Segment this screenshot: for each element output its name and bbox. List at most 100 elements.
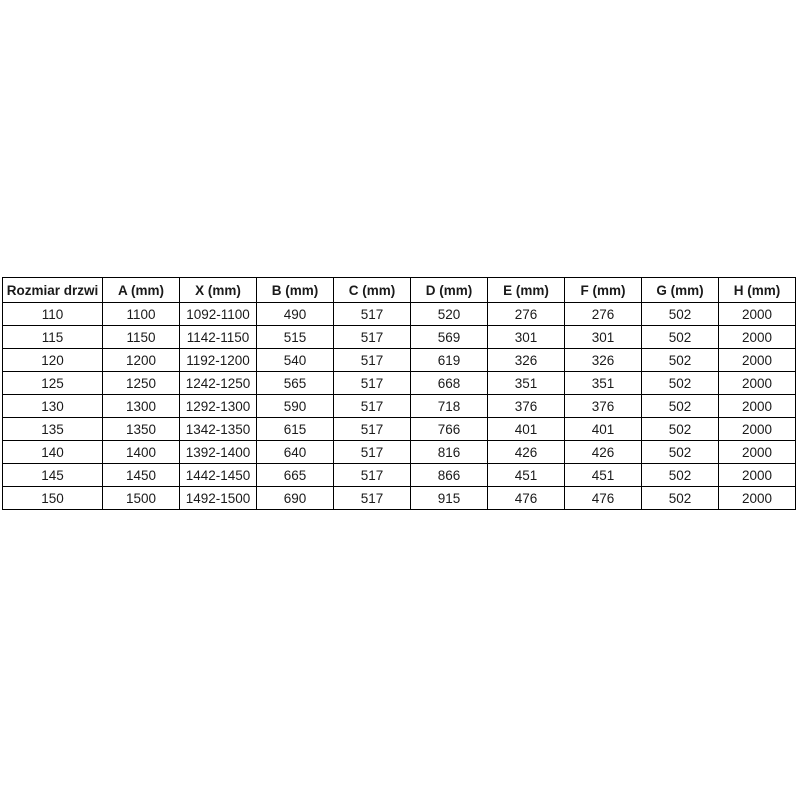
table-cell: 502 xyxy=(641,440,719,464)
table-cell: 110 xyxy=(2,302,103,326)
table-cell: 1442-1450 xyxy=(179,463,257,487)
column-header-f: F (mm) xyxy=(564,277,642,303)
table-cell: 540 xyxy=(256,348,334,372)
column-header-d: D (mm) xyxy=(410,277,488,303)
table-row: 135 1350 1342-1350 615 517 766 401 401 5… xyxy=(2,417,796,441)
table-row: 145 1450 1442-1450 665 517 866 451 451 5… xyxy=(2,463,796,487)
table-cell: 2000 xyxy=(718,440,796,464)
table-cell: 502 xyxy=(641,417,719,441)
table-cell: 2000 xyxy=(718,302,796,326)
table-cell: 866 xyxy=(410,463,488,487)
table-cell: 502 xyxy=(641,486,719,510)
table-cell: 619 xyxy=(410,348,488,372)
table-cell: 1350 xyxy=(102,417,180,441)
table-cell: 1142-1150 xyxy=(179,325,257,349)
table-cell: 451 xyxy=(564,463,642,487)
table-cell: 1400 xyxy=(102,440,180,464)
table-cell: 1292-1300 xyxy=(179,394,257,418)
table-cell: 2000 xyxy=(718,394,796,418)
table-cell: 401 xyxy=(564,417,642,441)
column-header-g: G (mm) xyxy=(641,277,719,303)
table-cell: 1250 xyxy=(102,371,180,395)
table-cell: 125 xyxy=(2,371,103,395)
table-cell: 816 xyxy=(410,440,488,464)
table-cell: 1450 xyxy=(102,463,180,487)
table-cell: 2000 xyxy=(718,371,796,395)
table-cell: 517 xyxy=(333,325,411,349)
table-cell: 517 xyxy=(333,371,411,395)
table-cell: 426 xyxy=(564,440,642,464)
table-row: 115 1150 1142-1150 515 517 569 301 301 5… xyxy=(2,325,796,349)
column-header-x: X (mm) xyxy=(179,277,257,303)
table-cell: 376 xyxy=(564,394,642,418)
door-dimensions-table: Rozmiar drzwi A (mm) X (mm) B (mm) C (mm… xyxy=(2,277,796,510)
table-cell: 517 xyxy=(333,348,411,372)
header-row: Rozmiar drzwi A (mm) X (mm) B (mm) C (mm… xyxy=(2,277,796,303)
table-cell: 1300 xyxy=(102,394,180,418)
table-cell: 517 xyxy=(333,302,411,326)
table-cell: 502 xyxy=(641,371,719,395)
table-cell: 502 xyxy=(641,463,719,487)
table-cell: 1092-1100 xyxy=(179,302,257,326)
table-cell: 140 xyxy=(2,440,103,464)
table-cell: 376 xyxy=(487,394,565,418)
table-cell: 326 xyxy=(564,348,642,372)
table-cell: 451 xyxy=(487,463,565,487)
column-header-b: B (mm) xyxy=(256,277,334,303)
table-cell: 517 xyxy=(333,440,411,464)
table-cell: 718 xyxy=(410,394,488,418)
column-header-a: A (mm) xyxy=(102,277,180,303)
table-cell: 1492-1500 xyxy=(179,486,257,510)
table-cell: 1242-1250 xyxy=(179,371,257,395)
table-cell: 115 xyxy=(2,325,103,349)
table-row: 140 1400 1392-1400 640 517 816 426 426 5… xyxy=(2,440,796,464)
table-cell: 502 xyxy=(641,302,719,326)
table-cell: 351 xyxy=(487,371,565,395)
table-cell: 1192-1200 xyxy=(179,348,257,372)
table-cell: 1100 xyxy=(102,302,180,326)
table-cell: 517 xyxy=(333,463,411,487)
table-cell: 665 xyxy=(256,463,334,487)
table-row: 110 1100 1092-1100 490 517 520 276 276 5… xyxy=(2,302,796,326)
table-cell: 2000 xyxy=(718,463,796,487)
table-row: 125 1250 1242-1250 565 517 668 351 351 5… xyxy=(2,371,796,395)
table-row: 130 1300 1292-1300 590 517 718 376 376 5… xyxy=(2,394,796,418)
table-cell: 145 xyxy=(2,463,103,487)
table-cell: 276 xyxy=(487,302,565,326)
column-header-h: H (mm) xyxy=(718,277,796,303)
table-cell: 668 xyxy=(410,371,488,395)
table-cell: 2000 xyxy=(718,417,796,441)
table-cell: 590 xyxy=(256,394,334,418)
table-cell: 301 xyxy=(564,325,642,349)
table-cell: 150 xyxy=(2,486,103,510)
table-cell: 2000 xyxy=(718,348,796,372)
table-cell: 135 xyxy=(2,417,103,441)
table-cell: 915 xyxy=(410,486,488,510)
table-cell: 1150 xyxy=(102,325,180,349)
table-cell: 615 xyxy=(256,417,334,441)
table-cell: 276 xyxy=(564,302,642,326)
table-cell: 1200 xyxy=(102,348,180,372)
table-cell: 351 xyxy=(564,371,642,395)
table-cell: 426 xyxy=(487,440,565,464)
table-cell: 517 xyxy=(333,417,411,441)
table-cell: 120 xyxy=(2,348,103,372)
table-cell: 476 xyxy=(487,486,565,510)
table-cell: 517 xyxy=(333,486,411,510)
table-cell: 502 xyxy=(641,394,719,418)
table-cell: 502 xyxy=(641,325,719,349)
table-cell: 502 xyxy=(641,348,719,372)
table-cell: 490 xyxy=(256,302,334,326)
table-cell: 476 xyxy=(564,486,642,510)
table-cell: 301 xyxy=(487,325,565,349)
table-cell: 2000 xyxy=(718,486,796,510)
table-cell: 1342-1350 xyxy=(179,417,257,441)
table-cell: 130 xyxy=(2,394,103,418)
table-cell: 1392-1400 xyxy=(179,440,257,464)
table-cell: 569 xyxy=(410,325,488,349)
table-cell: 517 xyxy=(333,394,411,418)
table-cell: 690 xyxy=(256,486,334,510)
column-header-c: C (mm) xyxy=(333,277,411,303)
column-header-e: E (mm) xyxy=(487,277,565,303)
